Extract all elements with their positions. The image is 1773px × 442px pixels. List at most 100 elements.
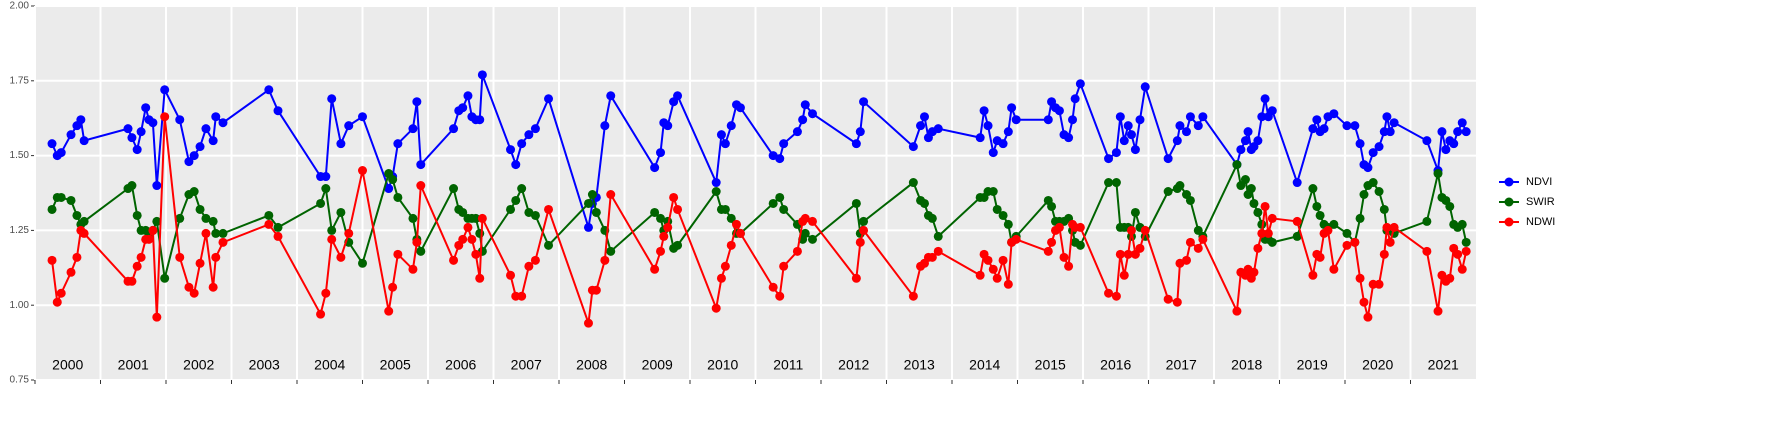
point	[218, 118, 228, 128]
point	[160, 85, 170, 95]
point	[908, 291, 918, 301]
y-tick-label: 0.75	[10, 375, 30, 386]
point	[175, 213, 185, 223]
point	[56, 148, 66, 158]
point	[851, 139, 861, 149]
point	[72, 252, 82, 262]
y-tick-label: 2.00	[10, 1, 30, 12]
point	[416, 181, 426, 191]
x-tick-label: 2020	[1362, 357, 1393, 373]
point	[344, 121, 354, 131]
point	[919, 112, 929, 122]
point	[475, 273, 485, 283]
point	[211, 228, 221, 238]
point	[1342, 228, 1352, 238]
point	[1075, 79, 1085, 89]
point	[650, 163, 660, 173]
point	[471, 249, 481, 259]
point	[449, 184, 459, 194]
point	[544, 240, 554, 250]
point	[983, 121, 993, 131]
point	[1260, 201, 1270, 211]
point	[1185, 112, 1195, 122]
x-tick-label: 2014	[969, 357, 1000, 373]
point	[127, 133, 137, 143]
point	[136, 252, 146, 262]
point	[1253, 243, 1263, 253]
x-tick-label: 2005	[380, 357, 411, 373]
point	[859, 216, 869, 226]
point	[160, 273, 170, 283]
x-tick-label: 2013	[904, 357, 935, 373]
point	[916, 121, 926, 131]
point	[1315, 210, 1325, 220]
point	[851, 273, 861, 283]
point	[1441, 145, 1451, 155]
point	[1457, 264, 1467, 274]
point	[160, 112, 170, 122]
point	[458, 103, 468, 113]
point	[511, 195, 521, 205]
point	[184, 282, 194, 292]
point	[673, 91, 683, 101]
point	[1198, 234, 1208, 244]
point	[152, 181, 162, 191]
point	[1070, 94, 1080, 104]
point	[1185, 195, 1195, 205]
point	[208, 216, 218, 226]
point	[1257, 228, 1267, 238]
point	[408, 124, 418, 134]
point	[408, 213, 418, 223]
point	[144, 234, 154, 244]
point	[775, 291, 785, 301]
point	[1267, 213, 1277, 223]
point	[475, 228, 485, 238]
point	[544, 204, 554, 214]
point	[47, 139, 57, 149]
x-tick-label: 2012	[838, 357, 869, 373]
point	[506, 145, 516, 155]
point	[933, 246, 943, 256]
point	[673, 204, 683, 214]
point	[1175, 181, 1185, 191]
point	[919, 198, 929, 208]
point	[606, 91, 616, 101]
point	[1433, 306, 1443, 316]
point	[998, 139, 1008, 149]
point	[1193, 243, 1203, 253]
point	[1140, 225, 1150, 235]
point	[1104, 288, 1114, 298]
point	[1126, 130, 1136, 140]
point	[1064, 133, 1074, 143]
point	[663, 222, 673, 232]
point	[184, 157, 194, 167]
point	[1385, 237, 1395, 247]
point	[1163, 294, 1173, 304]
x-tick-label: 2007	[511, 357, 542, 373]
point	[735, 228, 745, 238]
y-tick-label: 1.25	[10, 225, 30, 236]
point	[600, 121, 610, 131]
point	[859, 225, 869, 235]
point	[1350, 237, 1360, 247]
point	[933, 124, 943, 134]
point	[393, 249, 403, 259]
point	[1003, 127, 1013, 137]
point	[127, 276, 137, 286]
point	[779, 204, 789, 214]
point	[148, 118, 158, 128]
point	[201, 213, 211, 223]
point	[175, 252, 185, 262]
point	[321, 184, 331, 194]
point	[1329, 219, 1339, 229]
point	[1003, 219, 1013, 229]
point	[327, 225, 337, 235]
point	[327, 234, 337, 244]
point	[66, 195, 76, 205]
point	[992, 273, 1002, 283]
point	[1075, 222, 1085, 232]
point	[1422, 216, 1432, 226]
point	[458, 207, 468, 217]
legend-dot	[1504, 217, 1514, 227]
